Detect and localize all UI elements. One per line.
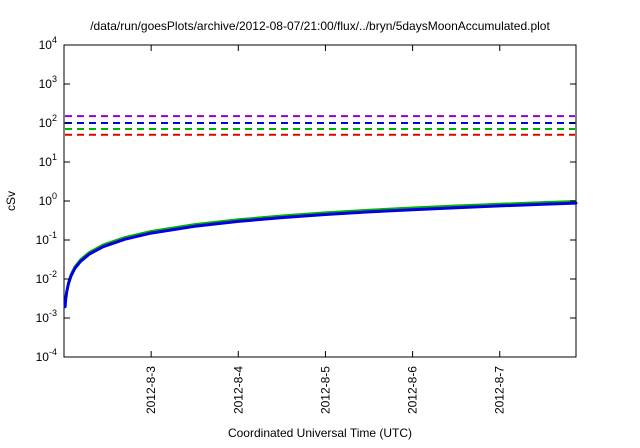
x-tick-label: 2012-8-5 [318, 366, 332, 414]
plot-area: 10-4 10-3 10-2 10-1 100 101 102 103 104 2012-8-3 2… [36, 35, 578, 414]
x-tick-label: 2012-8-6 [406, 366, 420, 414]
accumulated-dose-blue [63, 201, 578, 309]
x-axis-label: Coordinated Universal Time (UTC) [228, 426, 412, 440]
x-tick-label: 2012-8-4 [231, 366, 245, 414]
x-tick-label: 2012-8-3 [144, 366, 158, 414]
y-tick-label: 100 [39, 191, 57, 208]
y-tick-label: 10-3 [36, 308, 57, 325]
y-tick-label: 101 [39, 152, 57, 169]
y-tick-label: 103 [39, 74, 57, 91]
y-tick-label: 10-4 [36, 347, 57, 364]
x-tick-label: 2012-8-7 [493, 366, 507, 414]
y-axis-label: cSv [4, 191, 18, 211]
plot-frame [63, 44, 577, 358]
y-tick-label: 10-1 [36, 230, 57, 247]
y-tick-label: 104 [39, 35, 57, 52]
plot-title: /data/run/goesPlots/archive/2012-08-07/2… [90, 19, 550, 33]
y-tick-label: 102 [39, 113, 57, 130]
y-tick-label: 10-2 [36, 269, 57, 286]
